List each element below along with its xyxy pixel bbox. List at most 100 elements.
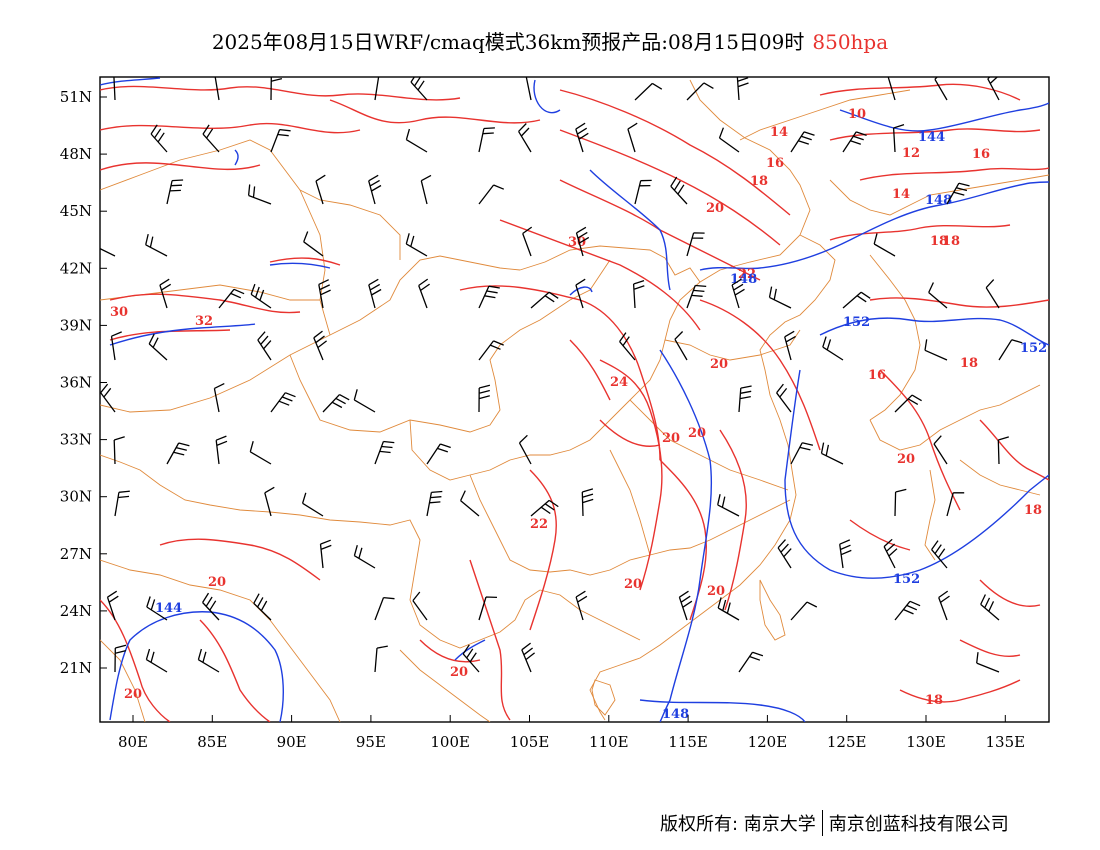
wind-barb <box>632 279 645 309</box>
wind-barb <box>166 179 184 205</box>
lon-label: 100E <box>430 733 470 751</box>
wind-barb <box>315 174 326 205</box>
wind-barb <box>985 279 1000 309</box>
lon-label: 105E <box>510 733 550 751</box>
wind-barb <box>717 597 740 621</box>
temp-label: 20 <box>706 201 724 216</box>
temp-label: 16 <box>868 368 886 383</box>
gph-label: 148 <box>925 193 952 208</box>
temp-label: 10 <box>848 107 866 122</box>
lon-label: 115E <box>668 733 708 751</box>
lat-label: 33N <box>60 431 92 449</box>
wind-barb <box>575 278 586 309</box>
lon-label: 85E <box>197 733 227 751</box>
lon-label: 80E <box>118 733 148 751</box>
wind-barb <box>924 339 948 361</box>
wind-barb <box>374 645 388 673</box>
wind-barb <box>894 488 907 517</box>
temp-label: 18 <box>960 356 978 371</box>
wind-barb <box>686 232 705 257</box>
wind-barb <box>218 288 245 309</box>
wind-barb <box>980 594 1000 621</box>
wind-barb <box>150 124 168 153</box>
wind-barb <box>270 392 296 413</box>
wind-barb <box>418 278 430 309</box>
wind-barb <box>114 490 130 517</box>
temp-label: 18 <box>942 234 960 249</box>
wind-barb <box>318 279 331 309</box>
temp-label: 20 <box>624 577 642 592</box>
wind-barb <box>670 176 688 205</box>
temp-label: 20 <box>662 431 680 446</box>
wind-barb <box>575 122 589 153</box>
wind-barb <box>627 122 638 153</box>
wind-barb <box>928 282 948 309</box>
lon-label: 110E <box>589 733 629 751</box>
temp-label: 24 <box>610 375 628 390</box>
wind-barb <box>478 384 491 413</box>
wind-barb <box>412 591 428 621</box>
lon-label: 95E <box>356 733 386 751</box>
wind-barb <box>250 283 272 309</box>
wind-barb <box>998 339 1023 361</box>
geopotential-labels: 144 148 152 152 152 148 144 148 <box>155 130 1047 722</box>
temp-label: 16 <box>766 156 784 171</box>
wind-barb <box>768 286 792 309</box>
temp-label: 20 <box>688 426 706 441</box>
wind-barb <box>887 77 896 101</box>
wind-barb <box>478 184 505 205</box>
wind-barb <box>892 123 905 153</box>
wind-barb <box>319 539 332 569</box>
map-frame <box>99 76 1050 723</box>
wind-barb <box>938 590 950 621</box>
lon-label: 135E <box>986 733 1026 751</box>
wind-barb <box>738 651 764 673</box>
copyright-left: 版权所有: 南京大学 <box>660 814 816 835</box>
wind-barb <box>790 131 815 153</box>
wind-barb <box>253 593 272 621</box>
temp-label: 20 <box>707 584 725 599</box>
wind-barb <box>619 332 636 361</box>
temp-label: 30 <box>110 305 128 320</box>
copyright: 版权所有: 南京大学 南京创蓝科技有限公司 <box>660 810 1009 838</box>
wind-barb <box>478 127 495 153</box>
temp-label: 20 <box>710 357 728 372</box>
wind-barb <box>717 494 740 517</box>
boundary-lines <box>100 79 1049 722</box>
geopotential-contours <box>100 77 1049 722</box>
page-title: 2025年08月15日WRF/cmaq模式36km预报产品:08月15日09时 8… <box>0 26 1100 55</box>
gph-label: 144 <box>918 130 945 145</box>
wind-barb <box>842 291 871 309</box>
gph-label: 152 <box>893 572 920 587</box>
temp-label: 14 <box>892 187 910 202</box>
wind-barb <box>247 184 272 205</box>
wind-barb <box>522 226 533 257</box>
wind-barb <box>353 389 376 413</box>
wind-barb <box>113 77 116 101</box>
wind-barb <box>197 648 220 673</box>
lon-label: 90E <box>277 733 307 751</box>
wind-barb <box>839 539 852 569</box>
wind-barb <box>213 383 225 413</box>
temp-label: 18 <box>930 234 948 249</box>
gph-label: 152 <box>843 315 870 330</box>
temp-label: 20 <box>897 452 915 467</box>
wind-barb <box>301 492 324 517</box>
wind-barb <box>873 233 896 257</box>
wind-barb <box>822 336 844 361</box>
wind-barb <box>313 330 327 361</box>
wind-barb <box>933 435 948 465</box>
wind-barb <box>202 592 220 621</box>
wind-barb <box>264 486 275 517</box>
wind-barb <box>686 284 707 309</box>
temp-label: 32 <box>195 314 213 329</box>
wind-barb <box>270 128 291 153</box>
wind-barb <box>530 291 559 309</box>
wind-barb <box>820 442 844 465</box>
wind-barb <box>478 285 500 309</box>
wind-barb <box>113 436 125 465</box>
wind-barb <box>148 333 168 361</box>
wind-barb <box>100 383 116 413</box>
temp-label: 18 <box>1024 503 1042 518</box>
